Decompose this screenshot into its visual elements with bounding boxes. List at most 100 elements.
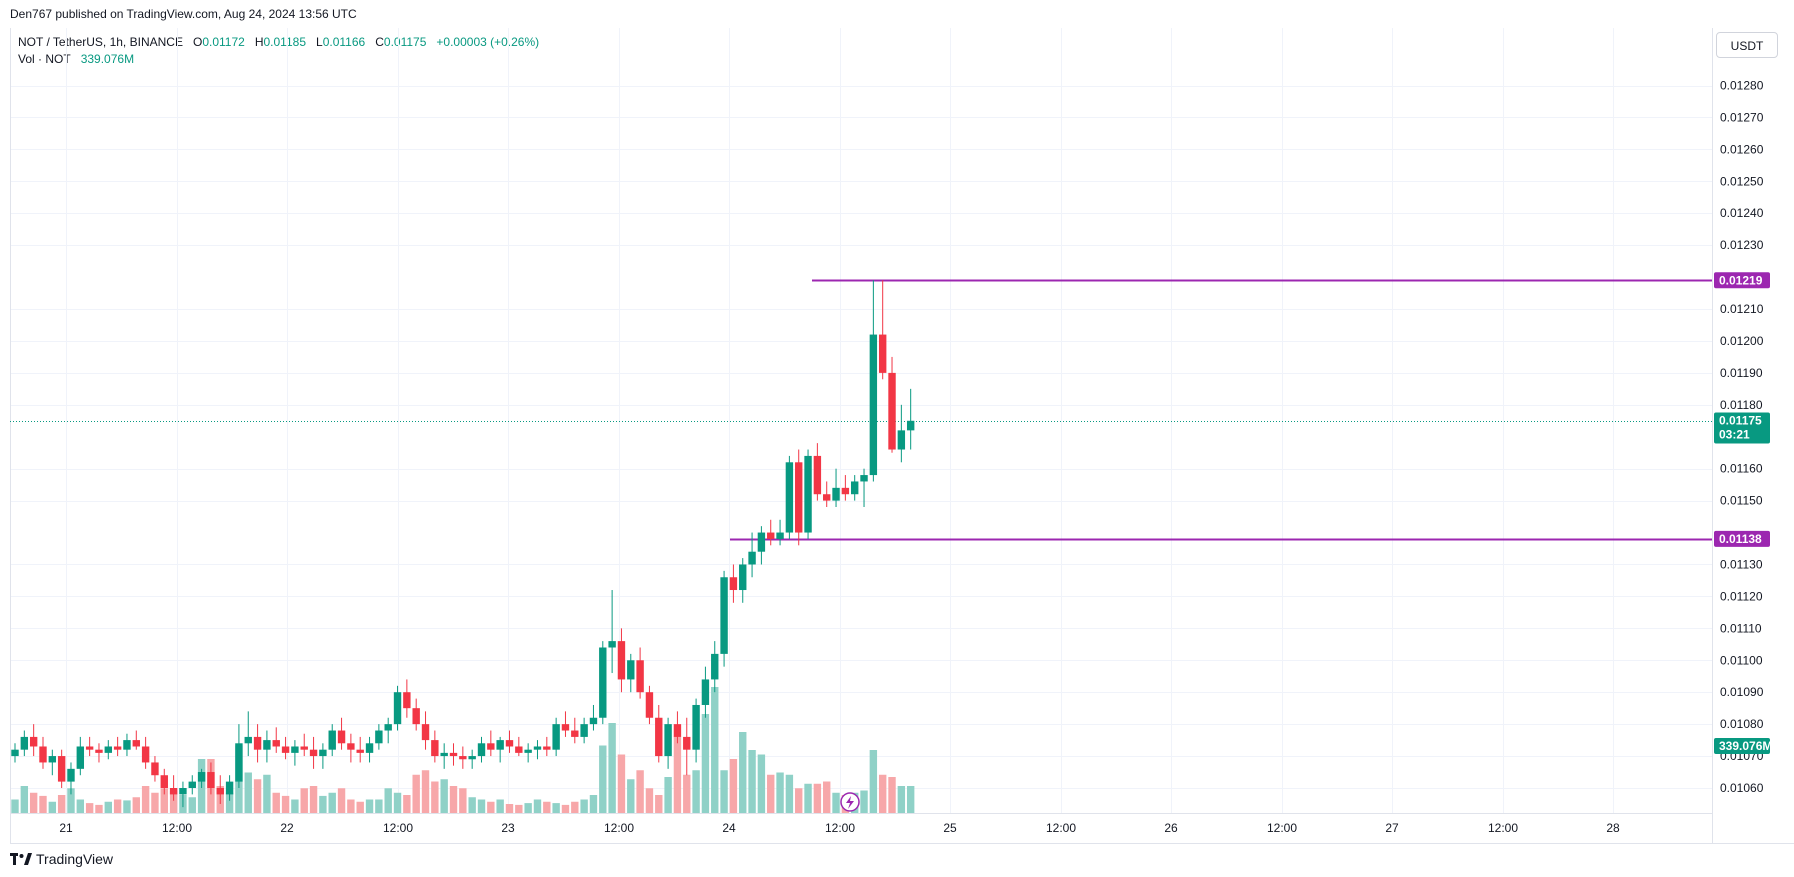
candle[interactable] <box>571 717 579 744</box>
candle[interactable] <box>29 724 38 757</box>
candle[interactable] <box>123 733 131 757</box>
candle[interactable] <box>85 736 94 757</box>
candle[interactable] <box>95 743 103 763</box>
lightning-icon[interactable] <box>840 792 860 812</box>
candle[interactable] <box>412 698 420 731</box>
candle[interactable] <box>291 740 299 766</box>
candle[interactable] <box>281 736 290 760</box>
candle[interactable] <box>431 730 439 763</box>
candle[interactable] <box>440 743 448 769</box>
symbol-name[interactable]: NOT / TetherUS, 1h, BINANCE <box>18 35 183 49</box>
candle[interactable] <box>785 455 794 539</box>
candle[interactable] <box>795 449 803 546</box>
candle[interactable] <box>20 730 29 757</box>
candle[interactable] <box>375 724 383 750</box>
candle[interactable] <box>403 679 411 718</box>
candle[interactable] <box>57 749 66 788</box>
candle[interactable] <box>235 724 243 788</box>
candle[interactable] <box>468 749 476 769</box>
candle[interactable] <box>67 762 75 795</box>
candle[interactable] <box>813 443 822 501</box>
candle[interactable] <box>160 768 168 795</box>
candle[interactable] <box>393 685 402 731</box>
time-axis[interactable]: 21 12:00 22 12:00 23 12:00 24 12:00 25 12:00 26 12:… <box>59 821 1620 835</box>
candle[interactable] <box>487 730 495 757</box>
candle[interactable] <box>851 475 859 501</box>
candle[interactable] <box>748 532 756 578</box>
candle[interactable] <box>477 736 486 763</box>
candle[interactable] <box>515 736 523 757</box>
candle[interactable] <box>823 481 831 507</box>
candle[interactable] <box>897 404 906 463</box>
candle[interactable] <box>561 711 570 737</box>
tradingview-brand[interactable]: TradingView <box>10 851 113 867</box>
candle[interactable] <box>272 727 280 753</box>
candle[interactable] <box>832 468 840 507</box>
candle[interactable] <box>776 519 784 546</box>
candle[interactable] <box>869 280 878 482</box>
candle[interactable] <box>48 749 57 776</box>
candle[interactable] <box>767 519 775 546</box>
candle[interactable] <box>263 730 271 763</box>
candle[interactable] <box>841 475 850 501</box>
candle[interactable] <box>39 736 47 769</box>
candle[interactable] <box>729 564 738 603</box>
candle[interactable] <box>347 733 355 763</box>
candle[interactable] <box>664 717 672 769</box>
candle[interactable] <box>207 762 215 795</box>
candle[interactable] <box>319 743 327 769</box>
candle[interactable] <box>543 736 551 757</box>
candle[interactable] <box>906 388 915 450</box>
candle[interactable] <box>739 558 747 603</box>
candle[interactable] <box>683 717 691 776</box>
candle[interactable] <box>76 736 85 776</box>
candle[interactable] <box>328 724 336 757</box>
candle[interactable] <box>337 717 346 750</box>
candle[interactable] <box>888 356 896 453</box>
candle[interactable] <box>645 685 654 725</box>
candle[interactable] <box>356 736 364 763</box>
candle[interactable] <box>804 449 812 539</box>
candle[interactable] <box>505 730 514 753</box>
candle[interactable] <box>860 468 868 507</box>
candle[interactable] <box>179 781 187 808</box>
candle[interactable] <box>300 733 308 757</box>
candle[interactable] <box>617 628 626 693</box>
candle[interactable] <box>225 775 234 801</box>
candle[interactable] <box>692 698 700 763</box>
candle[interactable] <box>655 704 663 763</box>
volume-label[interactable]: Vol · NOT <box>18 52 71 66</box>
candle[interactable] <box>244 711 252 757</box>
candle[interactable] <box>11 743 19 763</box>
candle[interactable] <box>384 717 392 744</box>
currency-button[interactable]: USDT <box>1716 32 1778 58</box>
candle[interactable] <box>701 666 710 718</box>
price-axis[interactable]: 0.01280 0.01270 0.01260 0.01250 0.01240 0.012… <box>1720 79 1764 796</box>
candle[interactable] <box>188 775 196 795</box>
candle[interactable] <box>365 736 374 763</box>
candle[interactable] <box>599 641 607 725</box>
candle[interactable] <box>309 736 318 769</box>
candle[interactable] <box>608 590 616 674</box>
candle[interactable] <box>673 711 682 744</box>
candle[interactable] <box>580 717 588 744</box>
candle[interactable] <box>711 641 719 693</box>
candle[interactable] <box>151 756 159 782</box>
candle[interactable] <box>524 743 532 763</box>
candle[interactable] <box>757 526 766 565</box>
candle[interactable] <box>552 717 560 757</box>
candle[interactable] <box>878 280 887 380</box>
candle[interactable] <box>459 746 467 769</box>
candle[interactable] <box>197 768 206 788</box>
candle[interactable] <box>253 724 262 763</box>
candle[interactable] <box>449 743 458 766</box>
candle[interactable] <box>496 736 504 763</box>
candle[interactable] <box>216 775 224 804</box>
candle[interactable] <box>533 740 542 760</box>
candle[interactable] <box>421 711 430 750</box>
candle[interactable] <box>720 570 728 667</box>
candle[interactable] <box>169 775 178 801</box>
candle[interactable] <box>636 647 644 699</box>
candle[interactable] <box>141 736 150 769</box>
